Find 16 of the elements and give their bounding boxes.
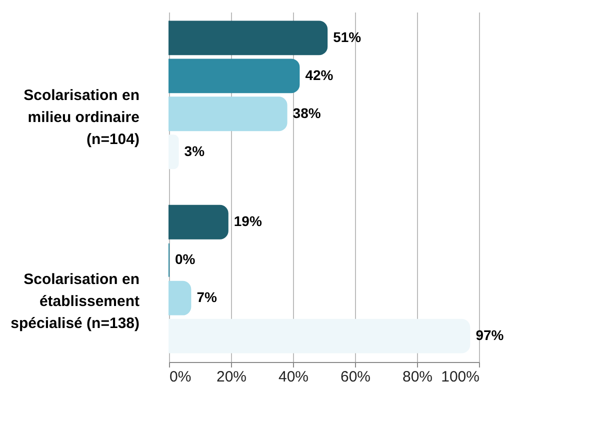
data-label: 97% (476, 327, 504, 344)
x-tick-label: 100% (441, 368, 480, 386)
x-tick-label: 20% (216, 368, 247, 386)
y-tick-label: Scolarisation en milieu ordinaire (n=104) (24, 86, 140, 148)
data-label: 19% (234, 213, 262, 230)
data-label: 51% (333, 28, 362, 45)
x-tick-label: 0% (170, 368, 192, 386)
x-tick-label: 40% (278, 368, 309, 386)
data-label: 38% (292, 104, 322, 121)
x-tick-label: 60% (340, 368, 371, 386)
data-label: 7% (196, 289, 218, 306)
data-label: 0% (175, 251, 196, 268)
x-tick-label: 80% (402, 368, 433, 386)
y-tick-label: Scolarisation en établissement spécialisé (n=138) (10, 271, 140, 332)
data-label: 3% (184, 142, 206, 159)
data-label: 42% (305, 66, 334, 83)
